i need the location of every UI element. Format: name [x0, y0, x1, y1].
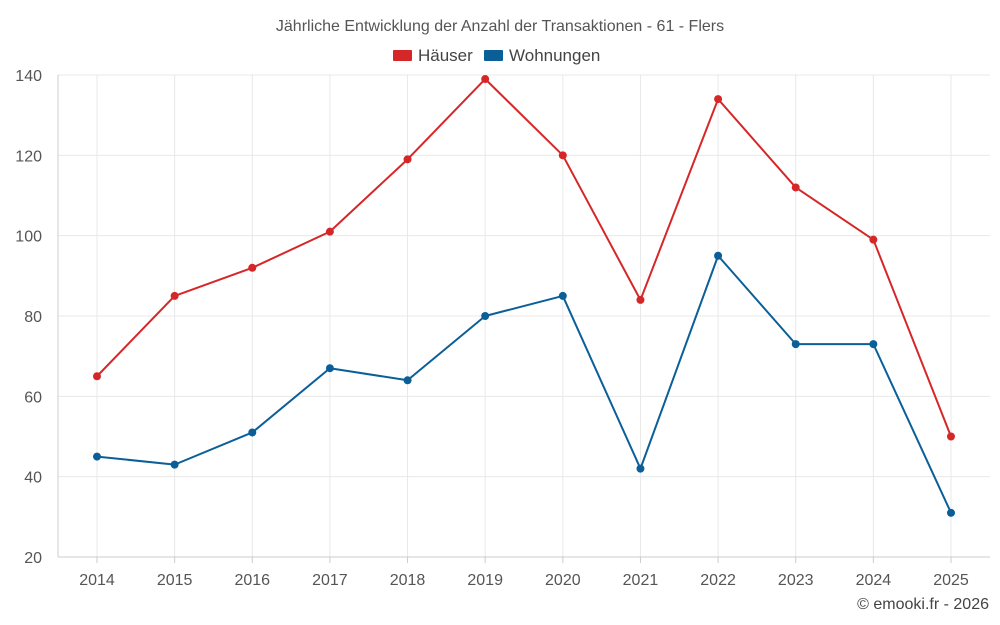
- data-point-haeuser[interactable]: [170, 291, 179, 300]
- data-point-haeuser[interactable]: [791, 183, 800, 192]
- x-tick-label: 2014: [79, 572, 115, 589]
- x-tick-label: 2021: [623, 572, 659, 589]
- x-tick-label: 2020: [545, 572, 581, 589]
- data-point-haeuser[interactable]: [325, 227, 334, 236]
- data-point-wohnungen[interactable]: [947, 508, 955, 517]
- series-line-haeuser[interactable]: [96, 78, 952, 437]
- data-point-haeuser[interactable]: [93, 372, 101, 381]
- x-tick-label: 2019: [467, 572, 503, 589]
- y-tick-label: 20: [24, 550, 42, 567]
- x-tick-label: 2023: [778, 572, 814, 589]
- legend-swatch-wohnungen: [484, 50, 503, 61]
- y-tick-label: 80: [24, 309, 42, 326]
- y-tick-label: 120: [15, 148, 42, 165]
- data-point-wohnungen[interactable]: [170, 460, 179, 469]
- legend[interactable]: Häuser Wohnungen: [393, 46, 600, 65]
- credit-text: © emooki.fr - 2026: [857, 596, 989, 613]
- data-point-haeuser[interactable]: [947, 432, 955, 441]
- x-tick-label: 2018: [390, 572, 426, 589]
- legend-label-wohnungen: Wohnungen: [509, 46, 600, 65]
- legend-swatch-haeuser: [393, 50, 412, 61]
- axis-layer: 20 40 60 80 100 120 140 2014 2015 2016 2017 2018 201…: [15, 68, 990, 589]
- series-layer: [93, 75, 955, 517]
- legend-item-wohnungen[interactable]: Wohnungen: [484, 46, 600, 65]
- x-tick-label: 2016: [234, 572, 270, 589]
- data-point-haeuser[interactable]: [869, 235, 878, 244]
- series-line-wohnungen[interactable]: [96, 254, 952, 514]
- data-point-wohnungen[interactable]: [636, 464, 645, 473]
- grid-layer: [58, 74, 990, 557]
- y-tick-label: 140: [15, 68, 42, 85]
- chart-title: Jährliche Entwicklung der Anzahl der Tra…: [276, 18, 724, 35]
- data-point-haeuser[interactable]: [558, 151, 567, 160]
- data-point-wohnungen[interactable]: [93, 452, 101, 461]
- x-tick-label: 2022: [700, 572, 736, 589]
- data-point-haeuser[interactable]: [714, 95, 723, 104]
- legend-label-haeuser: Häuser: [418, 46, 473, 65]
- legend-item-haeuser[interactable]: Häuser: [393, 46, 473, 65]
- data-point-wohnungen[interactable]: [248, 428, 257, 437]
- data-point-wohnungen[interactable]: [791, 340, 800, 349]
- data-point-wohnungen[interactable]: [714, 251, 723, 260]
- data-point-haeuser[interactable]: [248, 263, 257, 272]
- data-point-haeuser[interactable]: [481, 75, 490, 84]
- data-point-wohnungen[interactable]: [325, 364, 334, 373]
- y-tick-label: 40: [24, 470, 42, 487]
- data-point-wohnungen[interactable]: [403, 376, 412, 385]
- x-tick-label: 2025: [933, 572, 969, 589]
- data-point-haeuser[interactable]: [636, 295, 645, 304]
- x-tick-label: 2017: [312, 572, 348, 589]
- data-point-wohnungen[interactable]: [481, 312, 490, 320]
- x-tick-label: 2015: [157, 572, 193, 589]
- data-point-wohnungen[interactable]: [869, 340, 878, 349]
- data-point-haeuser[interactable]: [403, 155, 412, 164]
- data-point-wohnungen[interactable]: [558, 291, 567, 300]
- y-tick-label: 60: [24, 389, 42, 406]
- x-tick-label: 2024: [856, 572, 892, 589]
- y-tick-label: 100: [15, 229, 42, 246]
